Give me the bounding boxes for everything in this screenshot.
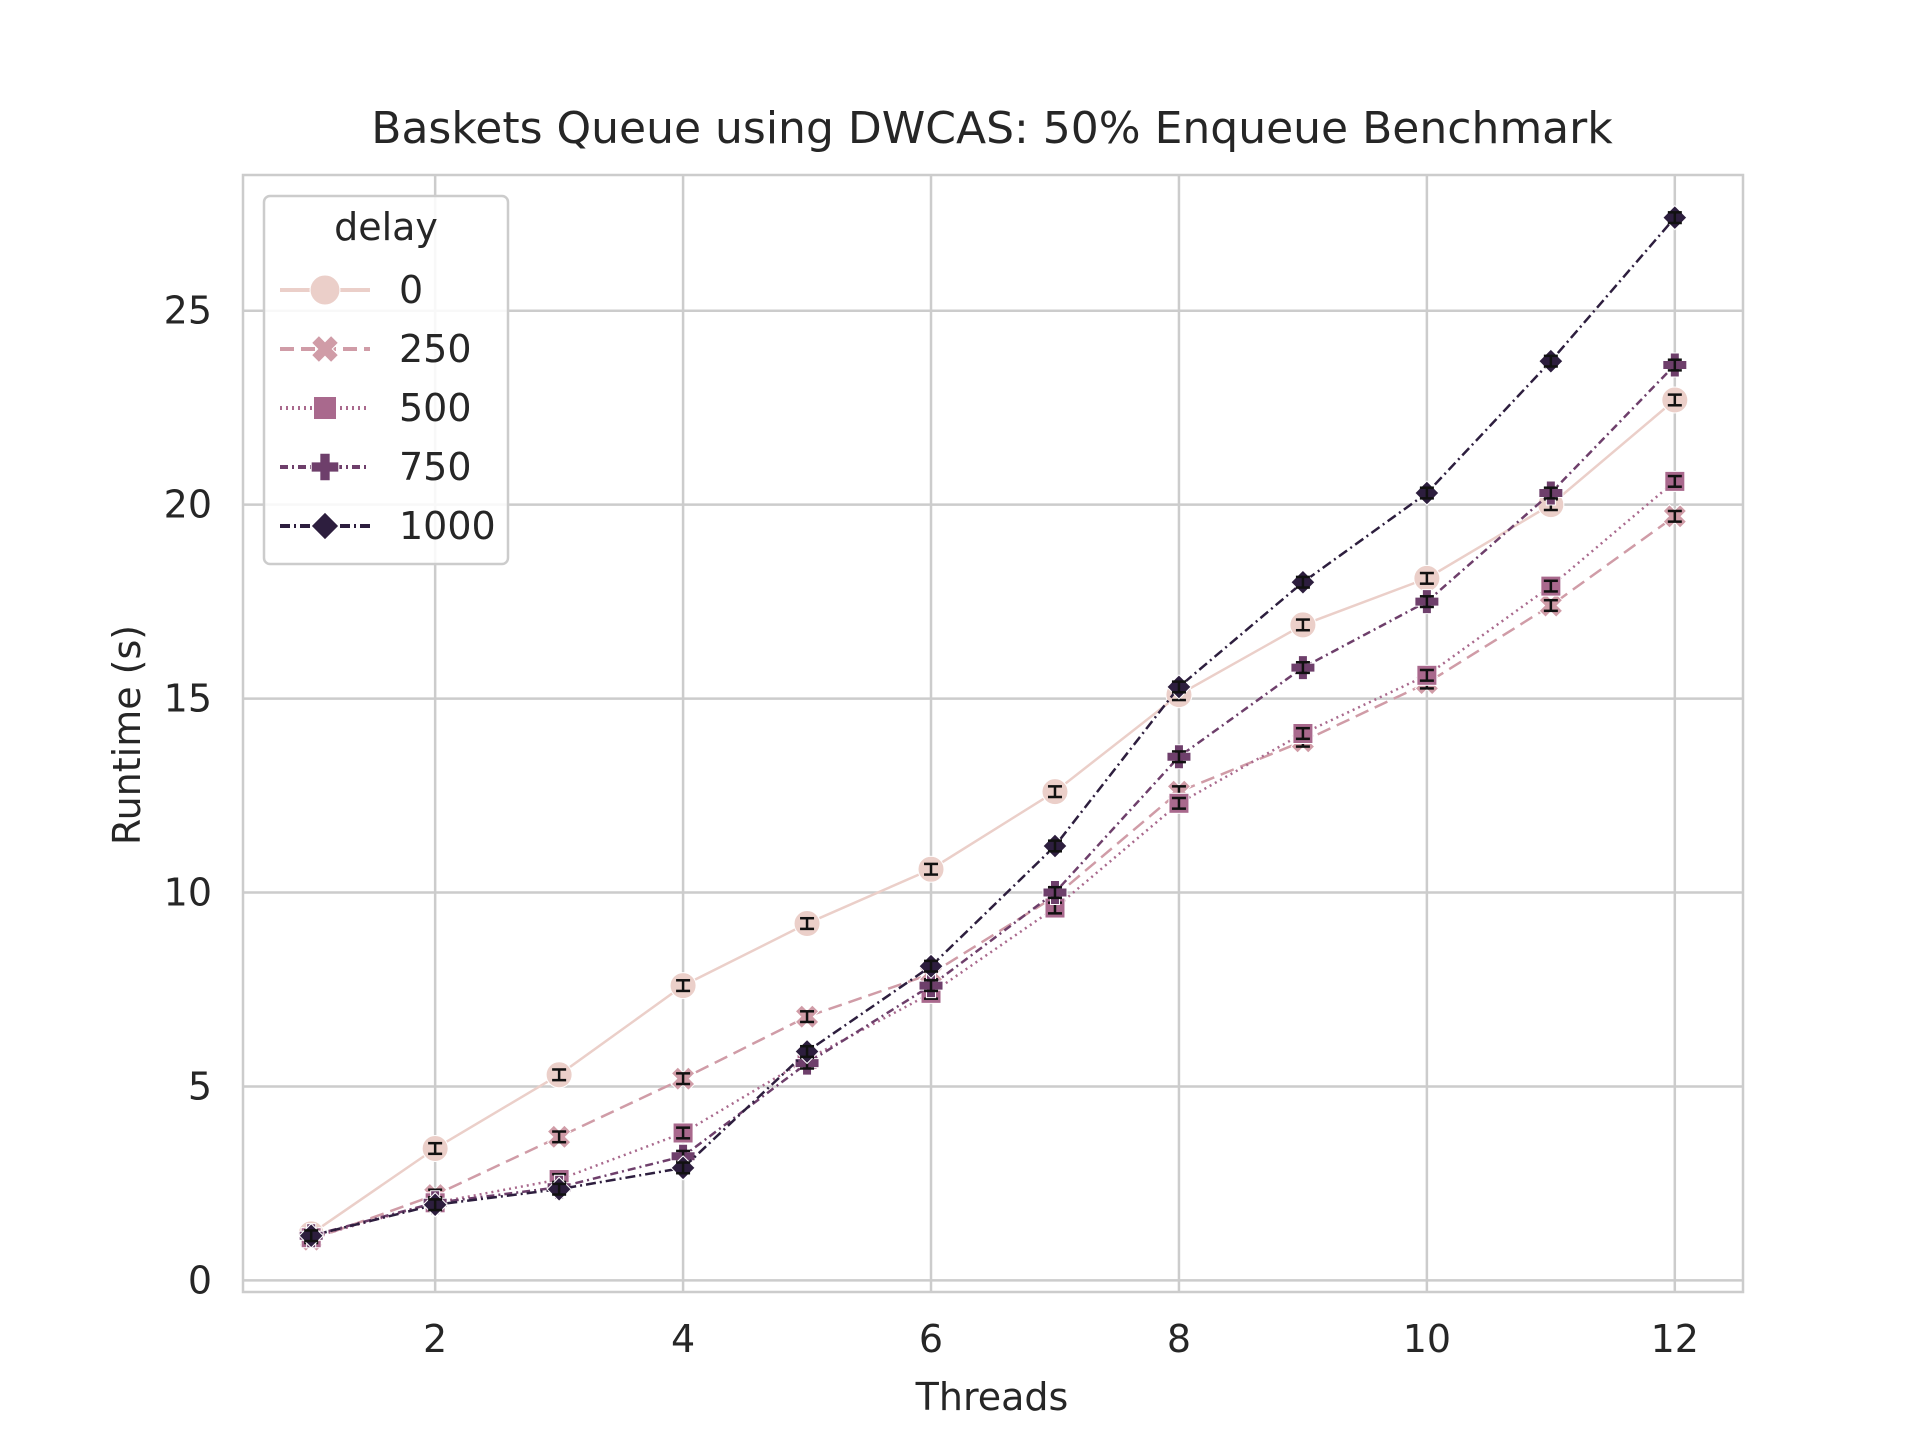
- series-750: [298, 352, 1688, 1249]
- error-bar: [1047, 839, 1062, 853]
- y-tick-label: 15: [164, 677, 212, 721]
- error-bar: [428, 1198, 443, 1212]
- legend-label: 500: [399, 386, 472, 430]
- error-bar: [1171, 796, 1186, 810]
- error-bar: [552, 1130, 567, 1144]
- error-bar: [1171, 680, 1186, 694]
- legend-marker: [313, 396, 337, 420]
- legend-title: delay: [334, 205, 438, 249]
- error-bar: [1047, 785, 1062, 799]
- series-1000: [298, 204, 1688, 1249]
- x-tick-label: 2: [423, 1317, 447, 1361]
- y-tick-label: 0: [188, 1258, 212, 1302]
- error-bar: [552, 1182, 567, 1196]
- error-bar: [1667, 393, 1682, 407]
- error-bar: [1419, 571, 1434, 585]
- error-bar: [1667, 474, 1682, 488]
- error-bar: [1419, 595, 1434, 609]
- legend-item-500: 500: [280, 386, 472, 430]
- error-bar: [676, 979, 691, 993]
- series-line: [310, 398, 1676, 1235]
- legend-label: 0: [399, 268, 423, 312]
- legend-marker: [310, 334, 340, 364]
- y-tick-label: 10: [164, 871, 212, 915]
- legend-label: 750: [399, 445, 472, 489]
- legend-label: 250: [399, 327, 472, 371]
- error-bar: [1667, 211, 1682, 225]
- x-axis-label: Threads: [915, 1375, 1069, 1419]
- axes: 2 4 6 8 10 12 0 5 10 15 20 25: [164, 173, 1745, 1361]
- error-bar: [1667, 509, 1682, 523]
- error-bar: [304, 1229, 319, 1243]
- error-bar: [428, 1141, 443, 1156]
- grid: [243, 175, 1743, 1292]
- error-bar: [800, 916, 815, 931]
- y-tick-label: 5: [188, 1064, 212, 1108]
- error-bar: [1543, 486, 1558, 500]
- legend: delay 0 250 500 750 1000: [262, 194, 510, 566]
- x-tick-label: 10: [1403, 1317, 1451, 1361]
- series-line: [310, 216, 1676, 1237]
- legend-item-750: 750: [280, 445, 472, 489]
- error-bar: [1419, 668, 1434, 682]
- legend-marker: [310, 452, 340, 482]
- legend-item-250: 250: [280, 327, 472, 371]
- legend-label: 1000: [399, 504, 496, 548]
- legend-marker: [310, 511, 340, 541]
- plot-frame: [241, 173, 1745, 1294]
- x-tick-label: 8: [1167, 1317, 1191, 1361]
- error-bar: [1047, 885, 1062, 900]
- y-tick-label: 20: [164, 483, 212, 527]
- error-bar: [1295, 726, 1310, 741]
- series-group: [297, 204, 1689, 1253]
- series-line: [310, 364, 1676, 1237]
- error-bar: [1295, 575, 1310, 589]
- error-bar: [924, 979, 939, 993]
- error-bar: [676, 1072, 691, 1086]
- error-bar: [1171, 750, 1186, 764]
- series-line: [310, 515, 1676, 1241]
- error-bar: [1295, 660, 1310, 675]
- error-bar: [1419, 486, 1434, 500]
- x-tick-label: 6: [919, 1317, 943, 1361]
- y-tick-label: 25: [164, 289, 212, 333]
- error-bar: [800, 1010, 815, 1024]
- legend-item-1000: 1000: [280, 504, 496, 548]
- legend-marker: [309, 274, 341, 306]
- error-bar: [1543, 598, 1558, 613]
- x-tick-label: 12: [1651, 1317, 1699, 1361]
- chart-title: Baskets Queue using DWCAS: 50% Enqueue B…: [371, 103, 1613, 154]
- legend-item-0: 0: [280, 268, 423, 312]
- y-axis-label: Runtime (s): [105, 625, 149, 845]
- error-bar: [1543, 579, 1558, 593]
- error-bar: [924, 959, 939, 973]
- error-bar: [924, 862, 939, 876]
- error-bar: [1295, 618, 1310, 632]
- error-bar: [1543, 354, 1558, 368]
- x-tick-label: 4: [671, 1317, 695, 1361]
- error-bar: [676, 1126, 691, 1140]
- error-bar: [1667, 358, 1682, 372]
- error-bar: [676, 1161, 691, 1175]
- error-bar: [800, 1044, 815, 1059]
- error-bar: [552, 1068, 567, 1082]
